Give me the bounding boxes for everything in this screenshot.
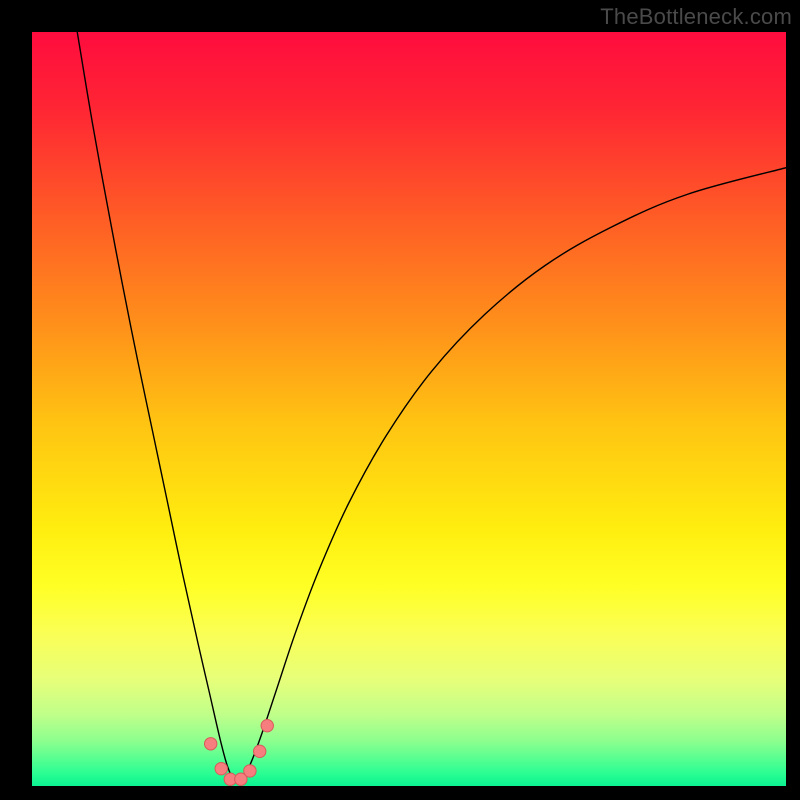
bottleneck-chart xyxy=(32,32,786,786)
watermark-text: TheBottleneck.com xyxy=(600,4,792,30)
gradient-background xyxy=(32,32,786,786)
curve-marker xyxy=(261,719,273,731)
chart-svg xyxy=(32,32,786,786)
curve-marker xyxy=(254,745,266,757)
chart-stage: TheBottleneck.com xyxy=(0,0,800,800)
curve-marker xyxy=(244,765,256,777)
curve-marker xyxy=(215,762,227,774)
curve-marker xyxy=(204,738,216,750)
